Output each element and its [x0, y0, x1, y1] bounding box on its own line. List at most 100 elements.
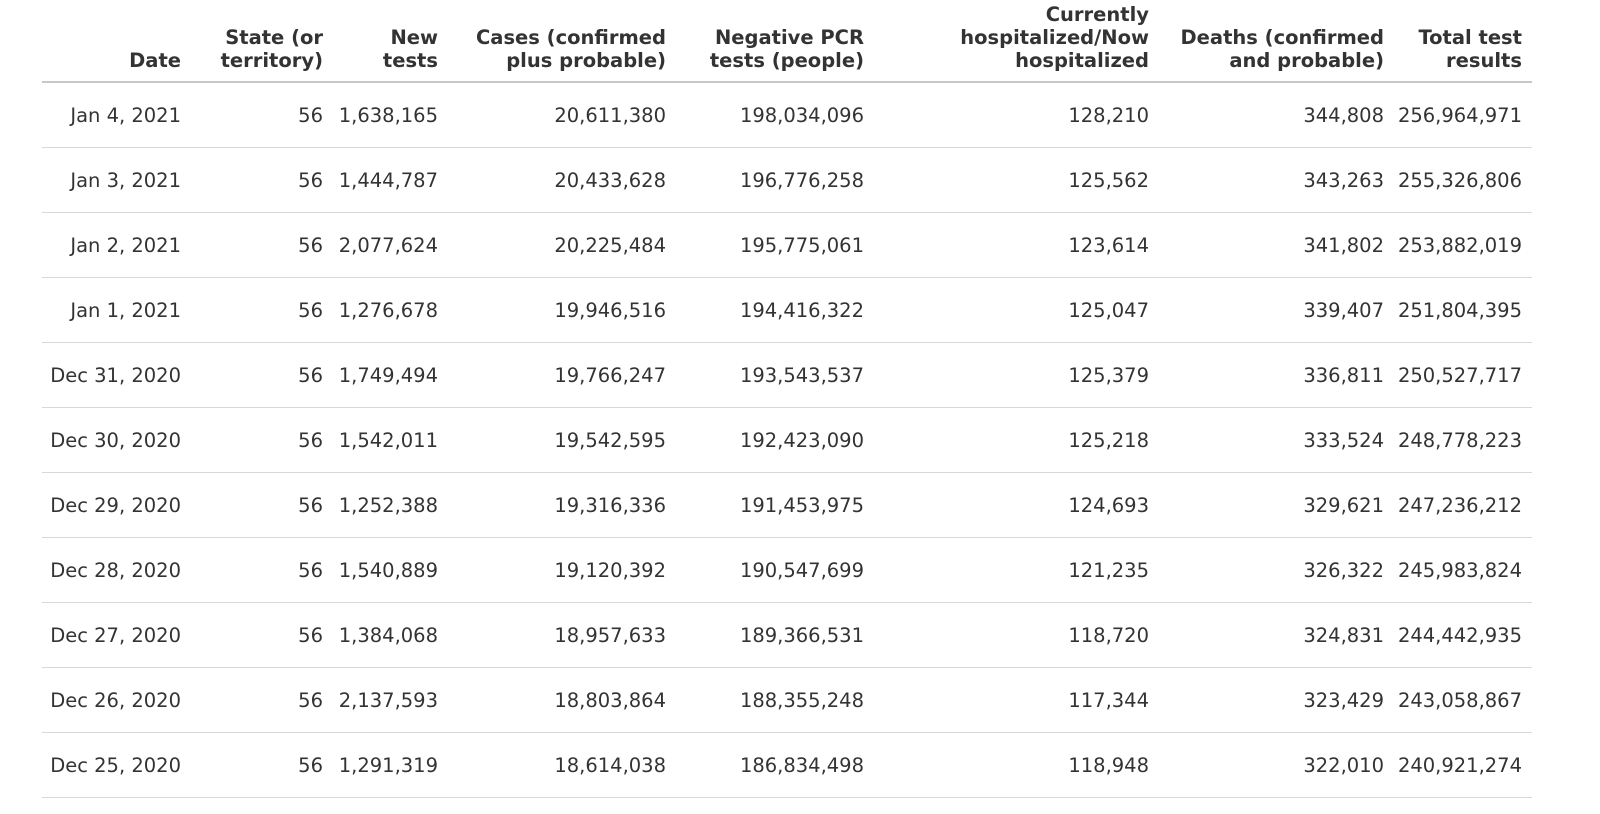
table-cell: 118,720 [864, 602, 1149, 668]
column-header: New tests [323, 0, 438, 83]
table-cell: 56 [181, 277, 323, 343]
table-cell: 240,921,274 [1384, 732, 1532, 798]
header-line: Total test [1418, 26, 1522, 49]
table-cell: Dec 29, 2020 [42, 472, 181, 538]
table-cell: 125,218 [864, 407, 1149, 473]
table-cell: 1,749,494 [323, 342, 438, 408]
table-cell: 20,225,484 [438, 212, 666, 278]
table-cell: 125,562 [864, 147, 1149, 213]
table-row: Jan 4, 2021 56 1,638,165 20,611,380 198,034,… [42, 82, 1532, 148]
table-cell: 248,778,223 [1384, 407, 1532, 473]
table-cell: 322,010 [1149, 732, 1384, 798]
table-cell: 1,444,787 [323, 147, 438, 213]
table-cell: Dec 31, 2020 [42, 342, 181, 408]
table-cell: 18,957,633 [438, 602, 666, 668]
header-line: hospitalized [1015, 49, 1149, 72]
table-cell: 326,322 [1149, 537, 1384, 603]
table-cell: 255,326,806 [1384, 147, 1532, 213]
table-cell: 1,291,319 [323, 732, 438, 798]
header-line: tests (people) [709, 49, 864, 72]
table-cell: Dec 27, 2020 [42, 602, 181, 668]
data-table: Date State (or territory) New tests Cases (co… [42, 0, 1532, 798]
table-cell: 1,252,388 [323, 472, 438, 538]
table-cell: 323,429 [1149, 667, 1384, 733]
header-line: plus probable) [506, 49, 666, 72]
column-header: Negative PCR tests (people) [666, 0, 864, 83]
table-cell: 2,077,624 [323, 212, 438, 278]
header-line: State (or [225, 26, 323, 49]
table-cell: 244,442,935 [1384, 602, 1532, 668]
table-row: Jan 1, 2021 56 1,276,678 19,946,516 194,416,… [42, 277, 1532, 343]
table-cell: Jan 3, 2021 [42, 147, 181, 213]
table-cell: 256,964,971 [1384, 82, 1532, 148]
header-line: Negative PCR [714, 26, 864, 49]
table-row: Jan 3, 2021 56 1,444,787 20,433,628 196,776,… [42, 147, 1532, 213]
table-cell: 125,379 [864, 342, 1149, 408]
column-header: Currently hospitalized/Now hospitalized [864, 0, 1149, 83]
table-cell: 253,882,019 [1384, 212, 1532, 278]
table-cell: 19,946,516 [438, 277, 666, 343]
table-cell: 20,611,380 [438, 82, 666, 148]
column-header: Cases (confirmed plus probable) [438, 0, 666, 83]
table-cell: 333,524 [1149, 407, 1384, 473]
table-cell: 341,802 [1149, 212, 1384, 278]
header-row: Date State (or territory) New tests Cases (co… [42, 0, 1532, 83]
table-cell: 117,344 [864, 667, 1149, 733]
table-cell: 191,453,975 [666, 472, 864, 538]
table-cell: 243,058,867 [1384, 667, 1532, 733]
table-cell: 190,547,699 [666, 537, 864, 603]
table-cell: 56 [181, 212, 323, 278]
table-body: Jan 4, 2021 56 1,638,165 20,611,380 198,034,… [42, 82, 1532, 798]
table-cell: 19,542,595 [438, 407, 666, 473]
table-cell: 1,540,889 [323, 537, 438, 603]
table-cell: 324,831 [1149, 602, 1384, 668]
table-cell: 344,808 [1149, 82, 1384, 148]
table-cell: 18,614,038 [438, 732, 666, 798]
table-cell: 19,120,392 [438, 537, 666, 603]
table-row: Dec 27, 2020 56 1,384,068 18,957,633 189,366… [42, 602, 1532, 668]
table-cell: 247,236,212 [1384, 472, 1532, 538]
table-cell: 189,366,531 [666, 602, 864, 668]
table-cell: 343,263 [1149, 147, 1384, 213]
header-line: and probable) [1229, 49, 1384, 72]
table-cell: 1,542,011 [323, 407, 438, 473]
table-cell: 56 [181, 342, 323, 408]
table-cell: Dec 28, 2020 [42, 537, 181, 603]
column-header: Total test results [1384, 0, 1532, 83]
table-cell: 1,276,678 [323, 277, 438, 343]
table-row: Jan 2, 2021 56 2,077,624 20,225,484 195,775,… [42, 212, 1532, 278]
table-cell: 56 [181, 732, 323, 798]
header-line: results [1446, 49, 1522, 72]
table-cell: 186,834,498 [666, 732, 864, 798]
table-row: Dec 28, 2020 56 1,540,889 19,120,392 190,547… [42, 537, 1532, 603]
column-header: Deaths (confirmed and probable) [1149, 0, 1385, 83]
table-cell: 251,804,395 [1384, 277, 1532, 343]
table-cell: Dec 26, 2020 [42, 667, 181, 733]
table-cell: Dec 30, 2020 [42, 407, 181, 473]
column-header: Date [42, 0, 181, 83]
table-cell: 193,543,537 [666, 342, 864, 408]
header-line: Deaths (confirmed [1180, 26, 1385, 49]
table-cell: 121,235 [864, 537, 1149, 603]
header-line: Currently [1045, 3, 1149, 26]
table-cell: Jan 4, 2021 [42, 82, 181, 148]
table-cell: 56 [181, 407, 323, 473]
table-cell: 339,407 [1149, 277, 1384, 343]
table-cell: 250,527,717 [1384, 342, 1532, 408]
table-cell: Jan 1, 2021 [42, 277, 181, 343]
table-cell: 125,047 [864, 277, 1149, 343]
table-cell: 245,983,824 [1384, 537, 1532, 603]
header-line: hospitalized/Now [960, 26, 1149, 49]
table-cell: 1,384,068 [323, 602, 438, 668]
table-cell: 1,638,165 [323, 82, 438, 148]
table-cell: 18,803,864 [438, 667, 666, 733]
header-line: Cases (confirmed [475, 26, 666, 49]
table-cell: 19,766,247 [438, 342, 666, 408]
column-header: State (or territory) [181, 0, 323, 83]
table-row: Dec 30, 2020 56 1,542,011 19,542,595 192,423… [42, 407, 1532, 473]
header-line: tests [382, 49, 438, 72]
table-row: Dec 26, 2020 56 2,137,593 18,803,864 188,355… [42, 667, 1532, 733]
table-cell: 188,355,248 [666, 667, 864, 733]
table-cell: Dec 25, 2020 [42, 732, 181, 798]
